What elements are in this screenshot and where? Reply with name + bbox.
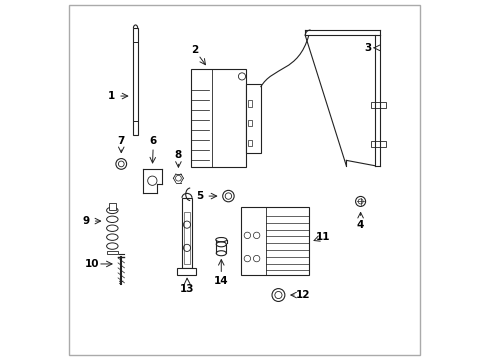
Bar bbox=[190, 69, 246, 167]
Text: 4: 4 bbox=[356, 220, 364, 230]
Bar bbox=[247, 140, 252, 146]
Text: 5: 5 bbox=[196, 191, 203, 201]
Bar bbox=[133, 28, 138, 135]
Bar bbox=[246, 84, 260, 153]
Text: 1: 1 bbox=[108, 91, 115, 101]
Bar bbox=[241, 207, 308, 275]
Text: 3: 3 bbox=[364, 43, 370, 53]
Bar bbox=[108, 203, 116, 210]
Text: 13: 13 bbox=[180, 284, 194, 294]
Text: 14: 14 bbox=[214, 276, 228, 286]
Bar bbox=[370, 102, 385, 108]
Bar bbox=[247, 120, 252, 126]
Bar bbox=[370, 141, 385, 147]
Text: 10: 10 bbox=[84, 259, 99, 269]
Bar bbox=[182, 198, 192, 267]
Bar bbox=[183, 212, 190, 264]
Bar bbox=[176, 267, 195, 275]
Bar bbox=[106, 251, 118, 254]
Text: 8: 8 bbox=[174, 150, 182, 160]
Text: 6: 6 bbox=[149, 136, 157, 146]
Text: 11: 11 bbox=[315, 232, 330, 242]
Bar bbox=[247, 100, 252, 107]
Text: 7: 7 bbox=[117, 136, 125, 146]
Text: 12: 12 bbox=[296, 290, 310, 300]
Text: 9: 9 bbox=[82, 216, 90, 226]
Text: 2: 2 bbox=[190, 45, 198, 55]
